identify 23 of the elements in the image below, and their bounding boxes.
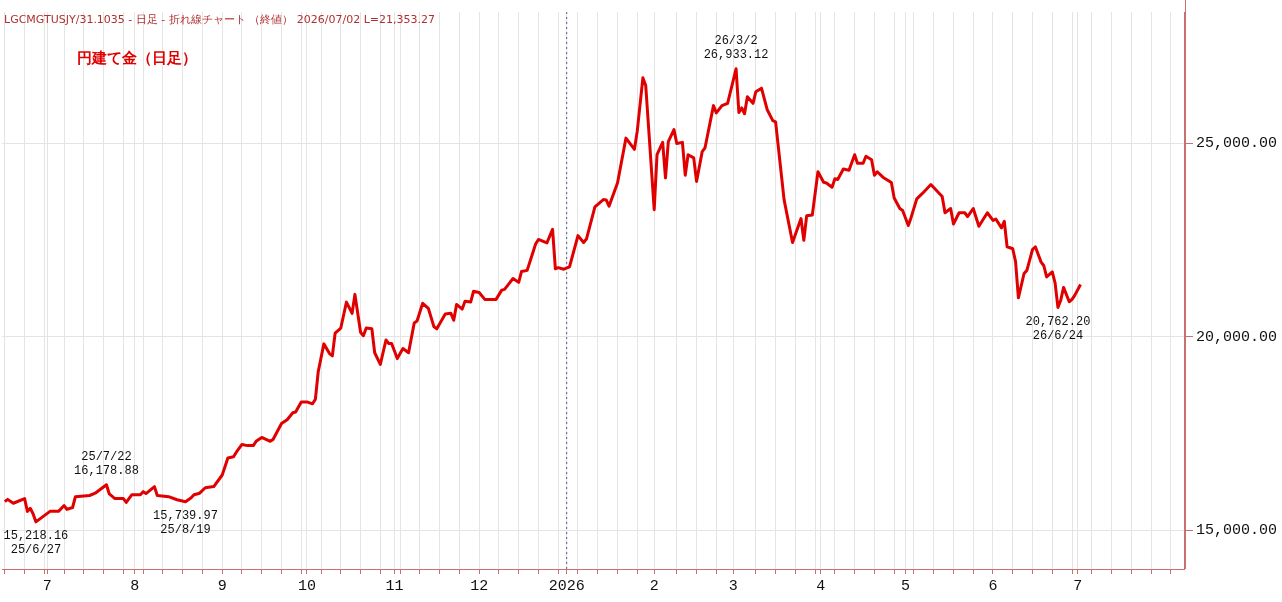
x-tick-label: 8 [130, 577, 140, 595]
y-tick-label: 20,000.00 [1195, 328, 1277, 346]
x-tick-label: 3 [728, 577, 738, 595]
x-tick-label: 4 [816, 577, 826, 595]
annotation: LGCMGTUSJY/31.1035 - 日足 - 折れ線チャート （終値） 2026/07/02 L=21,353.27 [4, 12, 436, 26]
x-tick-label: 7 [42, 577, 52, 595]
x-tick-label: 9 [217, 577, 227, 595]
x-tick-label: 10 [297, 577, 316, 595]
y-tick-label: 25,000.00 [1195, 135, 1277, 153]
x-tick-label: 11 [385, 577, 404, 595]
annotation: 26/3/2 26,933.12 [703, 33, 769, 62]
annotation: 20,762.20 26/6/24 [1025, 314, 1091, 343]
y-tick-label: 15,000.00 [1195, 522, 1277, 540]
x-tick-label: 2 [649, 577, 659, 595]
text: 円建て金（日足） [77, 48, 197, 67]
x-tick-label: 7 [1073, 577, 1083, 595]
annotation: 15,218.16 25/6/27 [3, 529, 69, 558]
annotation: 25/7/22 16,178.88 [74, 449, 139, 478]
x-tick-label: 2026 [548, 577, 585, 595]
x-tick-label: 6 [988, 577, 998, 595]
annotation: 15,739.97 25/8/19 [153, 508, 218, 537]
x-tick-label: 12 [470, 577, 489, 595]
x-tick-label: 5 [900, 577, 910, 595]
